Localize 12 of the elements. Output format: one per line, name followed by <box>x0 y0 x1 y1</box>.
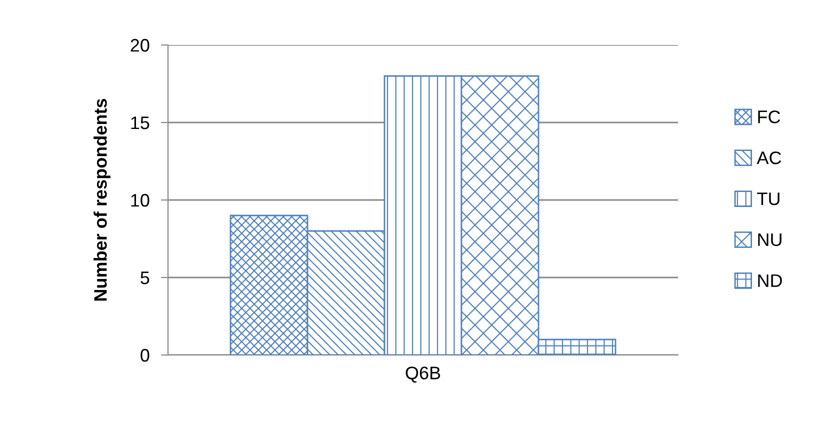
y-axis-title: Number of respondents <box>94 98 110 301</box>
legend-label: FC <box>758 110 780 124</box>
y-tick-label: 10 <box>131 194 150 207</box>
y-tick-label: 20 <box>130 38 150 52</box>
legend-label: TU <box>757 192 780 206</box>
legend-label: NU <box>758 234 782 246</box>
y-tick-label: 15 <box>131 116 150 130</box>
legend-label: AC <box>756 151 782 164</box>
x-tick-label: Q6B <box>406 366 440 383</box>
legend-label: ND <box>758 274 782 287</box>
y-tick-label: 5 <box>140 272 150 284</box>
y-tick-label: 0 <box>140 348 150 362</box>
